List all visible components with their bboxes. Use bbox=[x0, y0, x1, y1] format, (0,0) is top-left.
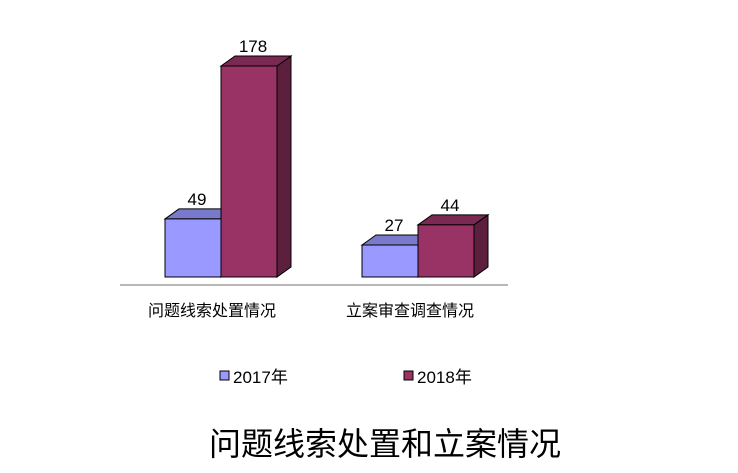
data-label-bar-2018-0: 178 bbox=[239, 37, 267, 56]
bar-2017-1 bbox=[361, 244, 419, 278]
bar-2018-1-side bbox=[473, 213, 489, 278]
chart-title: 问题线索处置和立案情况 bbox=[209, 425, 561, 463]
data-label-bar-2017-1: 27 bbox=[385, 216, 404, 235]
legend-swatch-2018 bbox=[403, 370, 414, 381]
category-label-0: 问题线索处置情况 bbox=[148, 301, 276, 320]
legend-swatch-2017 bbox=[219, 370, 230, 381]
bars-layer: 49 178 27 44 bbox=[163, 37, 490, 278]
data-label-bar-2017-0: 49 bbox=[188, 190, 207, 209]
legend: 2017年 2018年 bbox=[219, 368, 472, 387]
bar-2018-0 bbox=[220, 65, 278, 278]
legend-label-2018: 2018年 bbox=[417, 368, 472, 387]
data-label-bar-2018-1: 44 bbox=[441, 196, 460, 215]
category-label-1: 立案审查调查情况 bbox=[346, 301, 474, 320]
legend-label-2017: 2017年 bbox=[233, 368, 288, 387]
bar-2017-0 bbox=[164, 218, 222, 278]
bar-2018-1 bbox=[417, 224, 475, 278]
bar-2018-0-side bbox=[276, 55, 292, 278]
